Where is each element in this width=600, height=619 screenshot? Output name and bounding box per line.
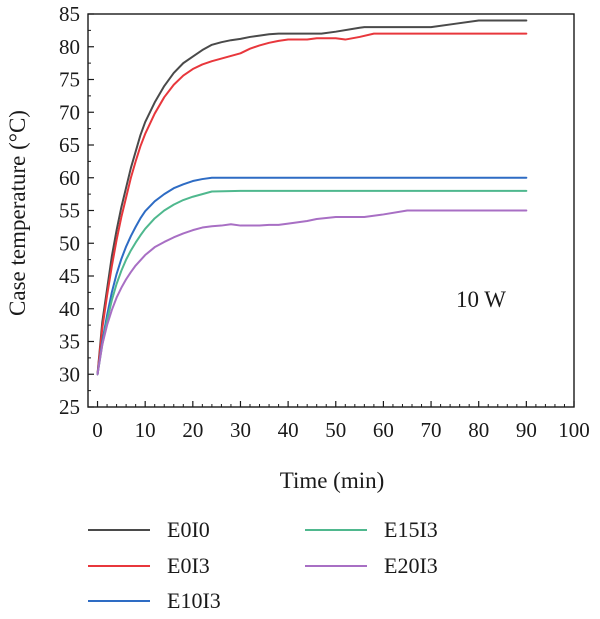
x-tick-label: 90 [516,418,537,442]
x-tick-label: 20 [182,418,203,442]
y-tick-label: 80 [59,35,80,59]
y-tick-label: 50 [59,231,80,255]
power-annotation: 10 W [456,287,506,312]
y-tick-label: 25 [59,395,80,419]
x-axis-title: Time (min) [280,468,385,493]
y-tick-label: 30 [59,362,80,386]
y-axis-title: Case temperature (°C) [5,110,30,316]
x-tick-label: 30 [230,418,251,442]
x-tick-label: 50 [325,418,346,442]
y-tick-label: 85 [59,2,80,26]
series-line-e10i3 [96,176,528,376]
x-tick-label: 80 [468,418,489,442]
x-tick-label: 0 [92,418,103,442]
legend: E0I0 E0I3 E10I3 E15I3 E20I3 [88,517,438,613]
legend-label-e0i3: E0I3 [167,553,210,578]
series-line-e20i3 [96,209,528,376]
series-line-e0i3 [96,32,528,376]
y-tick-label: 75 [59,68,80,92]
y-tick-label: 70 [59,100,80,124]
y-axis-ticks: 25 30 35 40 45 50 55 60 65 70 75 80 85 [59,2,94,419]
legend-label-e15i3: E15I3 [384,517,438,542]
y-tick-label: 65 [59,133,80,157]
legend-label-e10i3: E10I3 [167,588,221,613]
x-tick-label: 60 [373,418,394,442]
series-line-e15i3 [96,189,528,376]
y-tick-label: 40 [59,297,80,321]
y-tick-label: 60 [59,166,80,190]
legend-label-e0i0: E0I0 [167,517,210,542]
x-tick-label: 70 [421,418,442,442]
y-tick-label: 45 [59,264,80,288]
y-tick-label: 35 [59,330,80,354]
x-axis-ticks: 0 10 20 30 40 50 60 70 80 90 100 [92,401,590,442]
x-tick-label: 100 [558,418,590,442]
series-line-e0i0 [96,19,528,376]
series-lines [96,19,528,376]
x-tick-label: 10 [135,418,156,442]
y-tick-label: 55 [59,199,80,223]
legend-label-e20i3: E20I3 [384,553,438,578]
x-tick-label: 40 [278,418,299,442]
